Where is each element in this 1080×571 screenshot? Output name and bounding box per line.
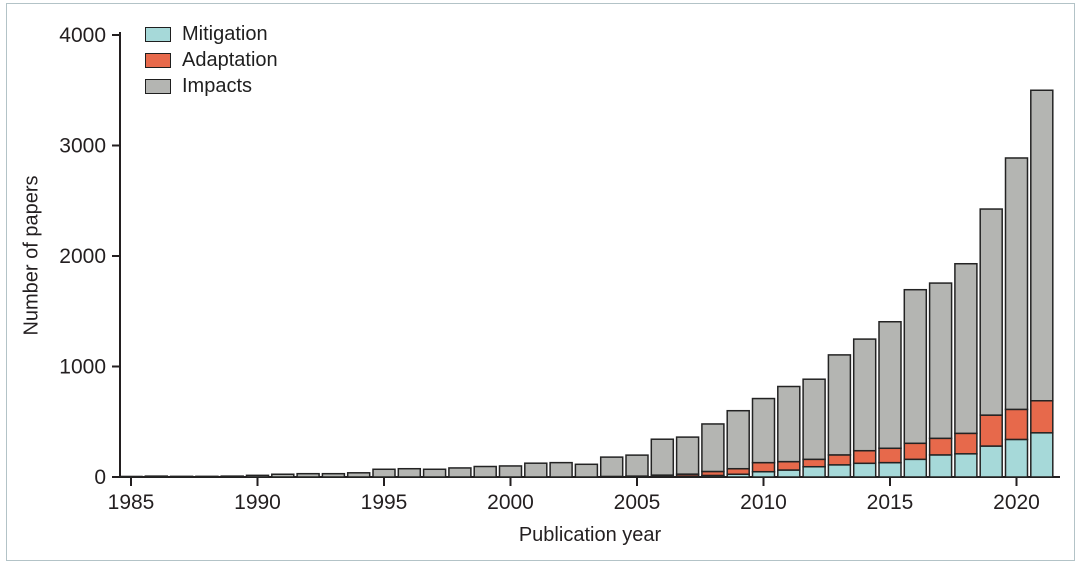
bar-segment-impacts-2019 xyxy=(979,208,1003,416)
bar-segment-impacts-1991 xyxy=(271,473,295,478)
bar-segment-adaptation-2014 xyxy=(852,449,877,465)
bar-segment-impacts-1988 xyxy=(195,475,219,478)
bar-segment-mitigation-2016 xyxy=(903,458,928,478)
bar-segment-impacts-2007 xyxy=(675,436,700,475)
x-tick-label: 1985 xyxy=(108,491,155,514)
y-axis-title: Number of papers xyxy=(20,175,43,336)
bar-segment-impacts-2012 xyxy=(802,378,826,461)
legend-label-impacts: Impacts xyxy=(182,75,253,97)
bar-segment-impacts-1999 xyxy=(473,465,497,478)
bar-segment-adaptation-2019 xyxy=(979,414,1003,447)
bar-segment-mitigation-2018 xyxy=(954,453,978,478)
bar-segment-impacts-2000 xyxy=(498,465,523,478)
bar-segment-impacts-1993 xyxy=(321,472,346,478)
legend-label-mitigation: Mitigation xyxy=(182,23,268,45)
bar-segment-impacts-2008 xyxy=(701,423,725,473)
bar-segment-impacts-1990 xyxy=(245,474,270,478)
y-tick-label: 0 xyxy=(94,466,106,489)
bar-segment-mitigation-2021 xyxy=(1030,432,1054,478)
bar-segment-impacts-2001 xyxy=(524,462,548,478)
impacts-swatch-icon xyxy=(145,79,171,94)
y-tick-label: 4000 xyxy=(59,24,106,47)
bar-segment-mitigation-2014 xyxy=(852,462,877,478)
bar-segment-mitigation-2017 xyxy=(928,454,953,478)
bar-segment-impacts-1998 xyxy=(448,467,472,478)
bar-segment-mitigation-2011 xyxy=(777,469,801,478)
bar-segment-impacts-2010 xyxy=(751,397,776,464)
bar-segment-impacts-1989 xyxy=(220,475,244,478)
legend-item-mitigation: Mitigation xyxy=(145,24,278,45)
bar-segment-impacts-2004 xyxy=(599,456,624,478)
bar-segment-adaptation-2018 xyxy=(954,432,978,455)
x-tick-label: 1990 xyxy=(234,491,281,514)
bar-segment-impacts-1997 xyxy=(422,468,447,478)
bar-segment-mitigation-2020 xyxy=(1004,438,1029,478)
y-tick-label: 3000 xyxy=(59,135,106,158)
bar-segment-impacts-2006 xyxy=(650,438,675,476)
bar-segment-impacts-1987 xyxy=(169,475,194,478)
x-tick-label: 2005 xyxy=(614,491,661,514)
bar-segment-impacts-1994 xyxy=(346,472,371,478)
bar-segment-impacts-1996 xyxy=(397,467,422,478)
bar-segment-impacts-2009 xyxy=(726,409,750,470)
bar-segment-mitigation-2019 xyxy=(979,445,1003,478)
adaptation-swatch-icon xyxy=(145,53,171,68)
bar-segment-impacts-1985 xyxy=(119,475,143,478)
bar-segment-adaptation-2020 xyxy=(1004,408,1029,441)
bar-segment-impacts-2017 xyxy=(928,282,953,440)
bar-segment-impacts-1986 xyxy=(144,475,169,478)
legend-label-adaptation: Adaptation xyxy=(182,49,278,71)
x-tick-label: 2010 xyxy=(740,491,787,514)
bar-segment-impacts-2005 xyxy=(625,454,649,477)
bar-segment-impacts-2003 xyxy=(574,463,599,478)
bar-segment-impacts-2021 xyxy=(1030,89,1054,402)
bar-segment-mitigation-2012 xyxy=(802,465,826,478)
y-tick-label: 2000 xyxy=(59,245,106,268)
chart-legend: Mitigation Adaptation Impacts xyxy=(145,24,278,102)
bar-segment-impacts-2015 xyxy=(878,320,902,450)
bar-segment-adaptation-2013 xyxy=(827,454,852,466)
x-tick-label: 2015 xyxy=(867,491,914,514)
bar-segment-adaptation-2009 xyxy=(726,467,750,475)
bar-segment-adaptation-2011 xyxy=(777,460,801,471)
bar-segment-adaptation-2016 xyxy=(903,442,928,461)
bar-segment-adaptation-2012 xyxy=(802,458,826,468)
bar-segment-mitigation-2015 xyxy=(878,461,902,478)
bar-segment-impacts-2016 xyxy=(903,288,928,445)
bar-segment-impacts-1992 xyxy=(296,472,320,478)
bar-segment-impacts-2013 xyxy=(827,354,852,456)
bar-segment-impacts-2011 xyxy=(777,385,801,463)
bar-segment-adaptation-2021 xyxy=(1030,400,1054,434)
bar-segment-impacts-2014 xyxy=(852,338,877,452)
legend-item-adaptation: Adaptation xyxy=(145,50,278,71)
legend-item-impacts: Impacts xyxy=(145,76,278,97)
x-tick-label: 1995 xyxy=(361,491,408,514)
bar-segment-impacts-1995 xyxy=(372,468,396,478)
bar-segment-adaptation-2010 xyxy=(751,461,776,473)
bar-segment-adaptation-2017 xyxy=(928,437,953,456)
bar-segment-adaptation-2015 xyxy=(878,447,902,464)
x-tick-label: 2020 xyxy=(993,491,1040,514)
bar-segment-mitigation-2010 xyxy=(751,470,776,478)
bar-segment-impacts-2018 xyxy=(954,262,978,435)
bar-segment-impacts-2020 xyxy=(1004,157,1029,411)
mitigation-swatch-icon xyxy=(145,27,171,42)
bar-segment-mitigation-2013 xyxy=(827,464,852,478)
x-axis-title: Publication year xyxy=(518,524,662,546)
x-tick-label: 2000 xyxy=(487,491,534,514)
bar-segment-impacts-2002 xyxy=(549,461,573,478)
y-tick-label: 1000 xyxy=(59,356,106,379)
